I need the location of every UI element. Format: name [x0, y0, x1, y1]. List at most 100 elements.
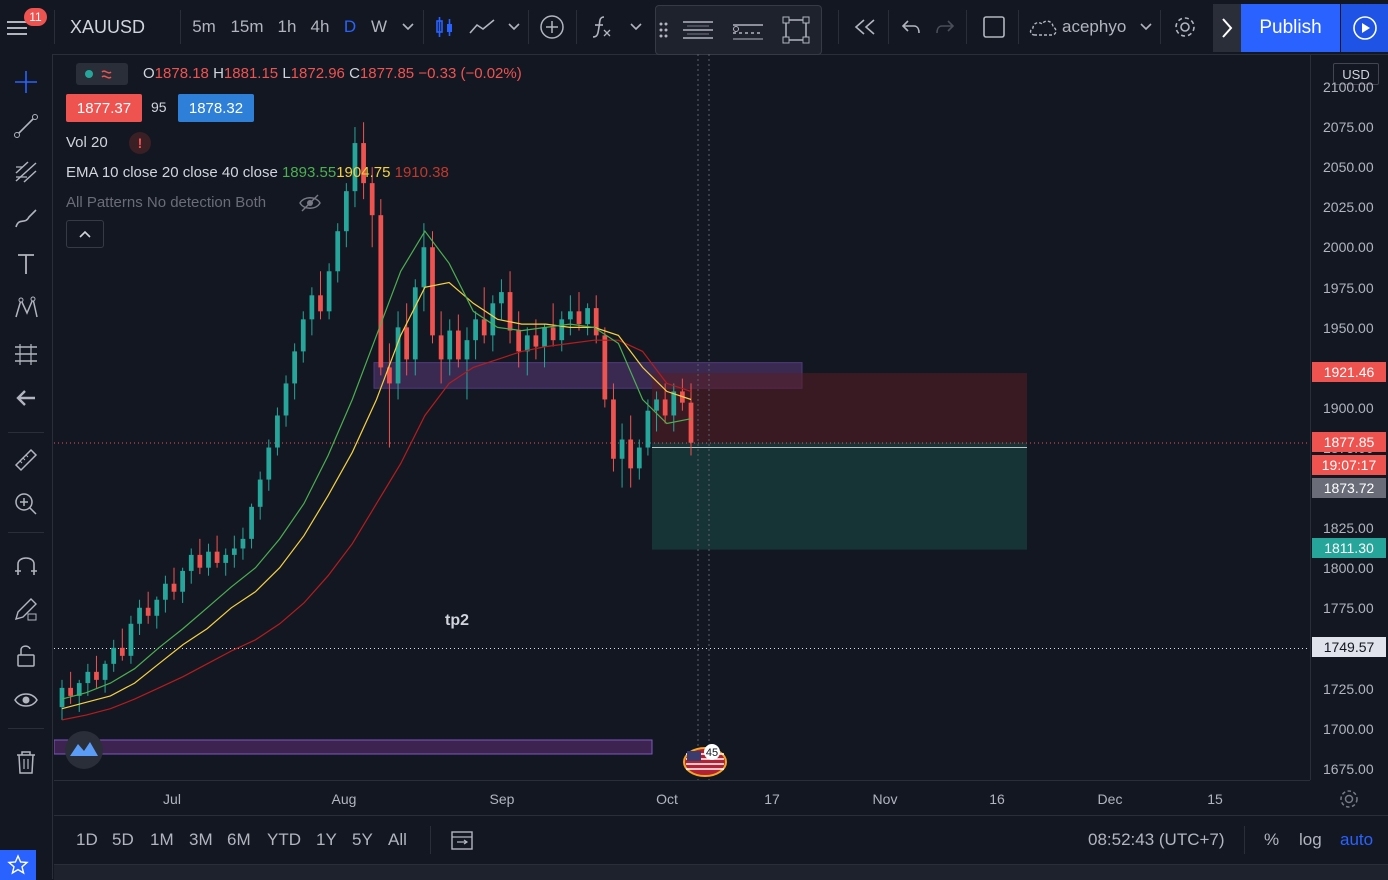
patterns-legend[interactable]: All Patterns No detection Both: [66, 194, 267, 211]
range-1d[interactable]: 1D: [76, 830, 98, 849]
goto-date-button[interactable]: [450, 828, 474, 857]
hidden-eye-icon[interactable]: [298, 192, 322, 219]
template-button[interactable]: [676, 12, 720, 48]
publish-button[interactable]: Publish: [1241, 4, 1340, 52]
candle-body: [404, 327, 410, 360]
open-value: 1878.18: [154, 65, 209, 82]
account-name[interactable]: acephyo: [1062, 17, 1127, 36]
log-toggle[interactable]: log: [1299, 830, 1322, 849]
expand-panel-button[interactable]: [1213, 4, 1241, 52]
ruler-icon: [14, 448, 38, 472]
range-5d[interactable]: 5D: [112, 830, 134, 849]
economic-event-icon[interactable]: 45: [683, 744, 727, 777]
undo-button[interactable]: [896, 0, 926, 54]
range-5y[interactable]: 5Y: [352, 830, 373, 849]
symbol-search[interactable]: XAUUSD: [70, 16, 146, 37]
range-1m[interactable]: 1M: [150, 830, 174, 849]
candle-body: [111, 647, 117, 664]
buy-button[interactable]: 1878.32: [178, 94, 254, 122]
candle-body: [533, 335, 539, 347]
timeframe-d[interactable]: D: [343, 17, 357, 36]
menu-button[interactable]: [0, 0, 36, 54]
brush-icon: [15, 209, 37, 228]
ema-legend[interactable]: EMA 10 close 20 close 40 close 1893.5519…: [66, 164, 449, 181]
high-label: H: [213, 65, 224, 82]
visibility-tool[interactable]: [0, 680, 52, 720]
text-tool[interactable]: [0, 244, 52, 284]
layout-button[interactable]: [978, 0, 1010, 54]
market-status[interactable]: [76, 63, 128, 85]
chevron-up-icon: [79, 230, 91, 238]
redo-button[interactable]: [930, 0, 960, 54]
candle-body: [292, 351, 298, 384]
bid-price-label: 1873.72: [1312, 478, 1386, 498]
compare-button[interactable]: [536, 0, 568, 54]
sell-button[interactable]: 1877.37: [66, 94, 142, 122]
indicators-dropdown[interactable]: [626, 0, 646, 54]
brush-tool[interactable]: [0, 198, 52, 238]
range-3m[interactable]: 3M: [189, 830, 213, 849]
axis-settings-button[interactable]: [1338, 788, 1360, 815]
time-axis[interactable]: Jul Aug Sep Oct 17 Nov 16 Dec 15: [54, 780, 1310, 815]
account-dropdown[interactable]: [1136, 0, 1156, 54]
percent-toggle[interactable]: %: [1264, 830, 1280, 849]
zoom-tool[interactable]: [0, 484, 52, 524]
price-chart[interactable]: tp2 45: [54, 54, 1310, 780]
settings-button[interactable]: [1168, 0, 1202, 54]
collapse-legend-button[interactable]: [66, 220, 104, 248]
chevron-down-icon: [1140, 23, 1152, 31]
timeframe-dropdown[interactable]: [398, 0, 418, 54]
measure-tool[interactable]: [0, 440, 52, 480]
drag-handle[interactable]: [658, 20, 670, 40]
logo-icon[interactable]: [65, 731, 103, 769]
remove-drawings-tool[interactable]: [0, 742, 52, 782]
auto-toggle[interactable]: auto: [1340, 830, 1374, 849]
price-tick: 1950.00: [1323, 319, 1374, 336]
timeframe-1h[interactable]: 1h: [277, 17, 297, 36]
price-tick: 2075.00: [1323, 119, 1374, 136]
clock[interactable]: 08:52:43 (UTC+7): [1088, 830, 1225, 849]
candles-style-button[interactable]: [430, 0, 460, 54]
timeframe-w[interactable]: W: [370, 17, 388, 36]
timeframe-15m[interactable]: 15m: [230, 17, 264, 36]
candle-body: [688, 402, 694, 443]
candle-body: [171, 583, 177, 592]
chart-type-dropdown[interactable]: [504, 0, 524, 54]
trendline-tool[interactable]: [0, 106, 52, 146]
timeframe-4h[interactable]: 4h: [310, 17, 330, 36]
candle-body: [163, 583, 168, 600]
bottom-toolbar: 1D 5D 1M 3M 6M YTD 1Y 5Y All 08:52:43 (U…: [54, 815, 1388, 864]
candle-body: [576, 311, 582, 325]
line-style-button[interactable]: [726, 12, 770, 48]
divider: [1018, 10, 1019, 44]
favorites-button[interactable]: [0, 850, 36, 880]
replay-button[interactable]: [1341, 4, 1388, 52]
timeframe-5m[interactable]: 5m: [192, 17, 216, 36]
prediction-tool[interactable]: [0, 334, 52, 374]
warning-icon[interactable]: !: [129, 132, 151, 154]
time-label: Sep: [489, 791, 515, 807]
divider: [8, 432, 44, 433]
range-all[interactable]: All: [388, 830, 407, 849]
price-scale[interactable]: USD 2100.00 2075.00 2050.00 2025.00 2000.00 1…: [1310, 54, 1388, 780]
back-tool[interactable]: [0, 378, 52, 418]
indicators-button[interactable]: [586, 0, 616, 54]
candle-body: [223, 554, 229, 563]
magnet-tool[interactable]: [0, 546, 52, 586]
calendar-arrows-icon: [451, 831, 473, 850]
volume-legend[interactable]: Vol 20: [66, 134, 108, 151]
stay-drawing-tool[interactable]: [0, 590, 52, 630]
range-1y[interactable]: 1Y: [316, 830, 337, 849]
range-6m[interactable]: 6M: [227, 830, 251, 849]
pattern-tool[interactable]: [0, 288, 52, 328]
range-ytd[interactable]: YTD: [267, 830, 301, 849]
crosshair-tool[interactable]: [0, 62, 52, 102]
chart-type-button[interactable]: [466, 0, 498, 54]
currency-label[interactable]: USD: [1333, 63, 1379, 85]
price-tick: 1700.00: [1323, 720, 1374, 737]
lock-tool[interactable]: [0, 636, 52, 676]
fib-tool[interactable]: [0, 152, 52, 192]
rewind-button[interactable]: [848, 0, 882, 54]
candle-body: [309, 295, 315, 320]
bounding-box-button[interactable]: [776, 12, 816, 48]
